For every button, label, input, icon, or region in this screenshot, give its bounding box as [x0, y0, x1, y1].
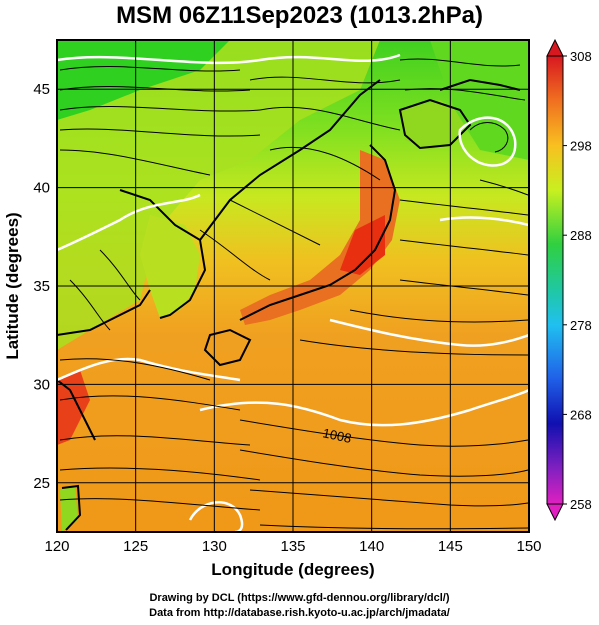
y-tick-label: 35: [33, 278, 50, 295]
north-green: [57, 40, 230, 120]
taiwan-land: [60, 485, 78, 532]
colorbar-tick-label: 298: [570, 139, 592, 154]
y-tick-label: 45: [33, 81, 50, 98]
x-tick-label: 125: [123, 538, 148, 555]
colorbar-bottom-arrow: [546, 503, 564, 522]
y-tick-label: 25: [33, 475, 50, 492]
streamlines: [59, 58, 529, 530]
colorbar-tick-label: 268: [570, 407, 592, 422]
korea-peninsula: [140, 215, 200, 318]
x-tick-labels: 120 125 130 135 140 145 150: [44, 538, 541, 555]
colorbar-tick-label: 288: [570, 228, 592, 243]
y-tick-label: 30: [33, 376, 50, 393]
y-tick-label: 40: [33, 180, 50, 197]
hokkaido-land: [400, 100, 470, 150]
northeast-green: [430, 40, 529, 160]
map-title: MSM 06Z11Sep2023 (1013.2hPa): [116, 2, 483, 29]
colorbar-tick-label: 308: [570, 49, 592, 64]
x-tick-label: 120: [44, 538, 69, 555]
colorbar-tick-label: 278: [570, 318, 592, 333]
y-axis-label: Latitude (degrees): [3, 212, 22, 359]
x-tick-label: 135: [280, 538, 305, 555]
china-south-warm: [57, 370, 90, 445]
x-tick-label: 150: [516, 538, 541, 555]
credit-data: Data from http://database.rish.kyoto-u.a…: [149, 607, 450, 619]
colorbar-top-arrow: [546, 38, 564, 57]
honshu-warm: [240, 150, 400, 325]
credit-drawing: Drawing by DCL (https://www.gfd-dennou.o…: [149, 592, 450, 604]
colorbar: 308 298 288 278 268 258: [546, 38, 592, 522]
asia-continent: [57, 40, 380, 350]
x-tick-label: 145: [438, 538, 463, 555]
x-tick-label: 130: [202, 538, 227, 555]
graticule: [57, 40, 529, 532]
y-tick-labels: 25 30 35 40 45: [33, 81, 50, 492]
honshu-hot: [340, 215, 385, 275]
x-axis-label: Longitude (degrees): [211, 560, 374, 579]
isobar-label: 1008: [321, 425, 352, 446]
x-tick-label: 140: [359, 538, 384, 555]
colorbar-tick-label: 258: [570, 497, 592, 512]
